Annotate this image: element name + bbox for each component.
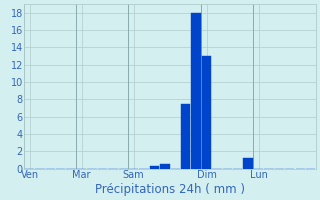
Bar <box>191 13 201 169</box>
Bar <box>150 166 159 169</box>
Bar <box>181 104 190 169</box>
Bar <box>244 158 253 169</box>
Bar <box>202 56 211 169</box>
X-axis label: Précipitations 24h ( mm ): Précipitations 24h ( mm ) <box>95 183 245 196</box>
Bar <box>160 164 170 169</box>
